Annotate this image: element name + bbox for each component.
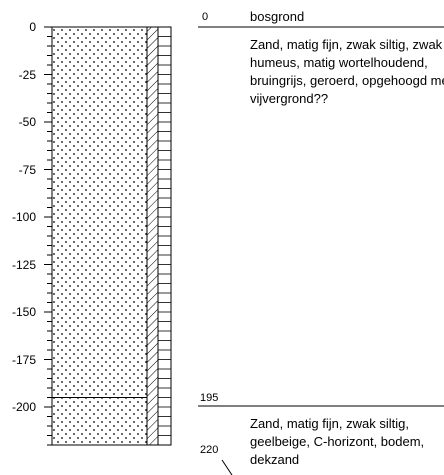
layer-1-description: Zand, matig fijn, zwak siltig, zwak hume… xyxy=(250,37,444,106)
layer-1-top-depth: 0 xyxy=(202,11,209,23)
hatched-strip xyxy=(146,26,159,446)
layer-2-fill xyxy=(51,397,148,446)
layer-column xyxy=(51,26,172,446)
axis-tick-label: -25 xyxy=(18,67,36,82)
depth-axis xyxy=(44,26,53,446)
axis-tick-label: -50 xyxy=(18,115,36,129)
bottom-leader-line xyxy=(221,459,233,475)
axis-tick-label: -125 xyxy=(11,257,36,272)
layer-2-top-depth: 195 xyxy=(200,392,219,404)
axis-tick-label: -75 xyxy=(18,162,36,177)
axis-tick-label: 0 xyxy=(29,20,36,34)
layer-2-description: Zand, matig fijn, zwak siltig, geelbeige… xyxy=(250,416,425,467)
bottom-depth: 220 xyxy=(200,444,219,456)
axis-tick-label: -150 xyxy=(11,305,36,319)
axis-tick-label: -100 xyxy=(11,210,36,224)
layer-boundaries xyxy=(198,26,444,475)
axis-tick-label: -175 xyxy=(11,352,36,367)
layer-1-name: bosgrond xyxy=(250,9,305,24)
layer-1-fill xyxy=(51,26,148,398)
axis-tick-label: -200 xyxy=(11,400,36,414)
